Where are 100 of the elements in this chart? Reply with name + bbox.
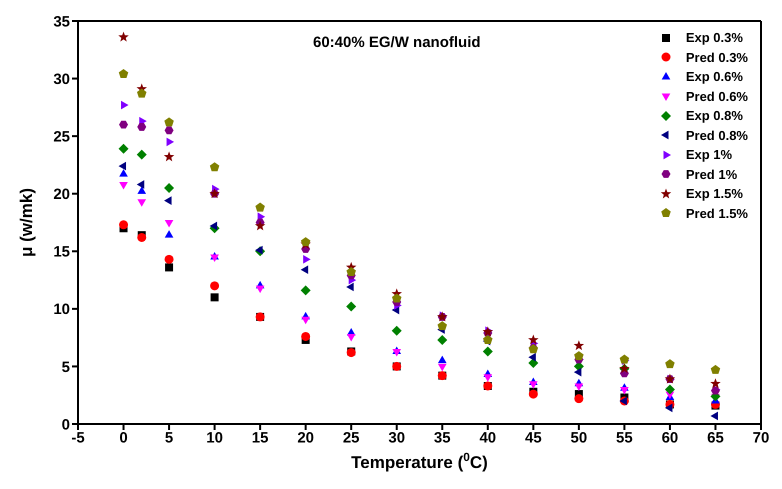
legend-label: Exp 1.5% (686, 186, 743, 202)
point (136, 150, 147, 160)
x-axis-title: Temperature ($^{0}$C) (351, 450, 488, 472)
point (118, 144, 129, 154)
x-tick-label: 35 (434, 430, 451, 447)
point (255, 246, 263, 254)
point (346, 282, 354, 292)
x-tick-label: 15 (252, 430, 268, 447)
point (118, 162, 126, 170)
point (438, 364, 447, 372)
legend-label: Pred 0.3% (686, 50, 748, 65)
point (665, 359, 675, 368)
point (664, 404, 672, 412)
y-tick-label: 30 (53, 70, 70, 88)
point (392, 348, 402, 356)
point (346, 302, 356, 312)
point (119, 220, 128, 230)
point (528, 352, 536, 362)
point (164, 220, 174, 228)
point (392, 293, 402, 303)
point (210, 293, 219, 302)
point (164, 196, 172, 205)
x-tick-label: 0 (119, 430, 128, 447)
legend-label: Pred 0.8% (686, 128, 748, 143)
y-tick-label: 0 (62, 416, 70, 434)
y-tick-label: 25 (53, 128, 70, 146)
x-tick-label: 5 (164, 430, 174, 447)
x-tick-label: 45 (524, 430, 542, 447)
point (210, 162, 220, 172)
point (482, 326, 494, 336)
point (528, 390, 538, 399)
x-tick-label: 25 (342, 430, 360, 447)
text: 60:40% EG/W nanofluid (313, 34, 481, 51)
legend-label: Exp 0.3% (686, 30, 743, 46)
point (164, 151, 174, 162)
point (483, 374, 492, 382)
legend-label: Exp 0.8% (686, 108, 743, 124)
point (137, 199, 146, 207)
point (137, 186, 146, 194)
point (137, 232, 146, 242)
point (118, 32, 129, 42)
point (438, 321, 448, 330)
point (254, 220, 266, 230)
point (303, 255, 311, 264)
point (574, 394, 584, 404)
x-tick-label: 55 (616, 430, 633, 447)
y-tick-label: 20 (53, 186, 70, 204)
x-tick-label: 40 (479, 430, 496, 447)
point (210, 281, 220, 290)
point (301, 316, 310, 324)
legend-label: Pred 1.5% (686, 206, 748, 221)
point (164, 230, 174, 238)
point (710, 378, 721, 388)
x-tick-label: 60 (662, 430, 678, 447)
point (529, 381, 538, 389)
point (301, 332, 310, 341)
point (483, 334, 493, 344)
x-tick-label: 65 (707, 430, 724, 447)
y-tick-label: 10 (53, 301, 70, 318)
legend-label: Exp 0.6% (686, 69, 743, 84)
point (165, 263, 174, 272)
point (437, 334, 448, 345)
point (482, 346, 493, 356)
point (137, 123, 146, 131)
legend-label: Pred 0.6% (686, 88, 748, 104)
x-tick-label: 20 (297, 430, 314, 447)
x-tick-label: 70 (752, 430, 770, 447)
point (528, 334, 539, 344)
point (164, 182, 174, 193)
y-tick-label: 5 (62, 358, 70, 376)
x-tick-label: 10 (206, 430, 223, 447)
point (136, 88, 146, 98)
point (300, 265, 308, 274)
point (164, 126, 174, 134)
point (210, 222, 218, 230)
y-axis-title: μ (w/mk) (17, 188, 36, 257)
point (710, 412, 718, 420)
point (392, 326, 402, 336)
point (346, 267, 356, 276)
point (255, 202, 265, 212)
point (119, 120, 128, 129)
point (574, 351, 584, 360)
point (164, 117, 174, 126)
point (300, 285, 311, 296)
x-tick-label: -5 (71, 430, 85, 447)
point (438, 356, 447, 364)
point (121, 100, 129, 110)
point (300, 237, 310, 246)
point (620, 386, 629, 394)
point (119, 169, 128, 177)
legend-label: Exp 1% (686, 147, 732, 162)
x-tick-label: 50 (570, 430, 588, 447)
y-tick-label: 35 (53, 13, 70, 30)
point (574, 368, 582, 377)
point (166, 138, 174, 146)
point (574, 340, 584, 350)
x-tick-label: 30 (388, 430, 406, 447)
y-tick-label: 15 (53, 244, 70, 261)
legend-label: Pred 1% (686, 166, 738, 182)
point (664, 384, 675, 394)
